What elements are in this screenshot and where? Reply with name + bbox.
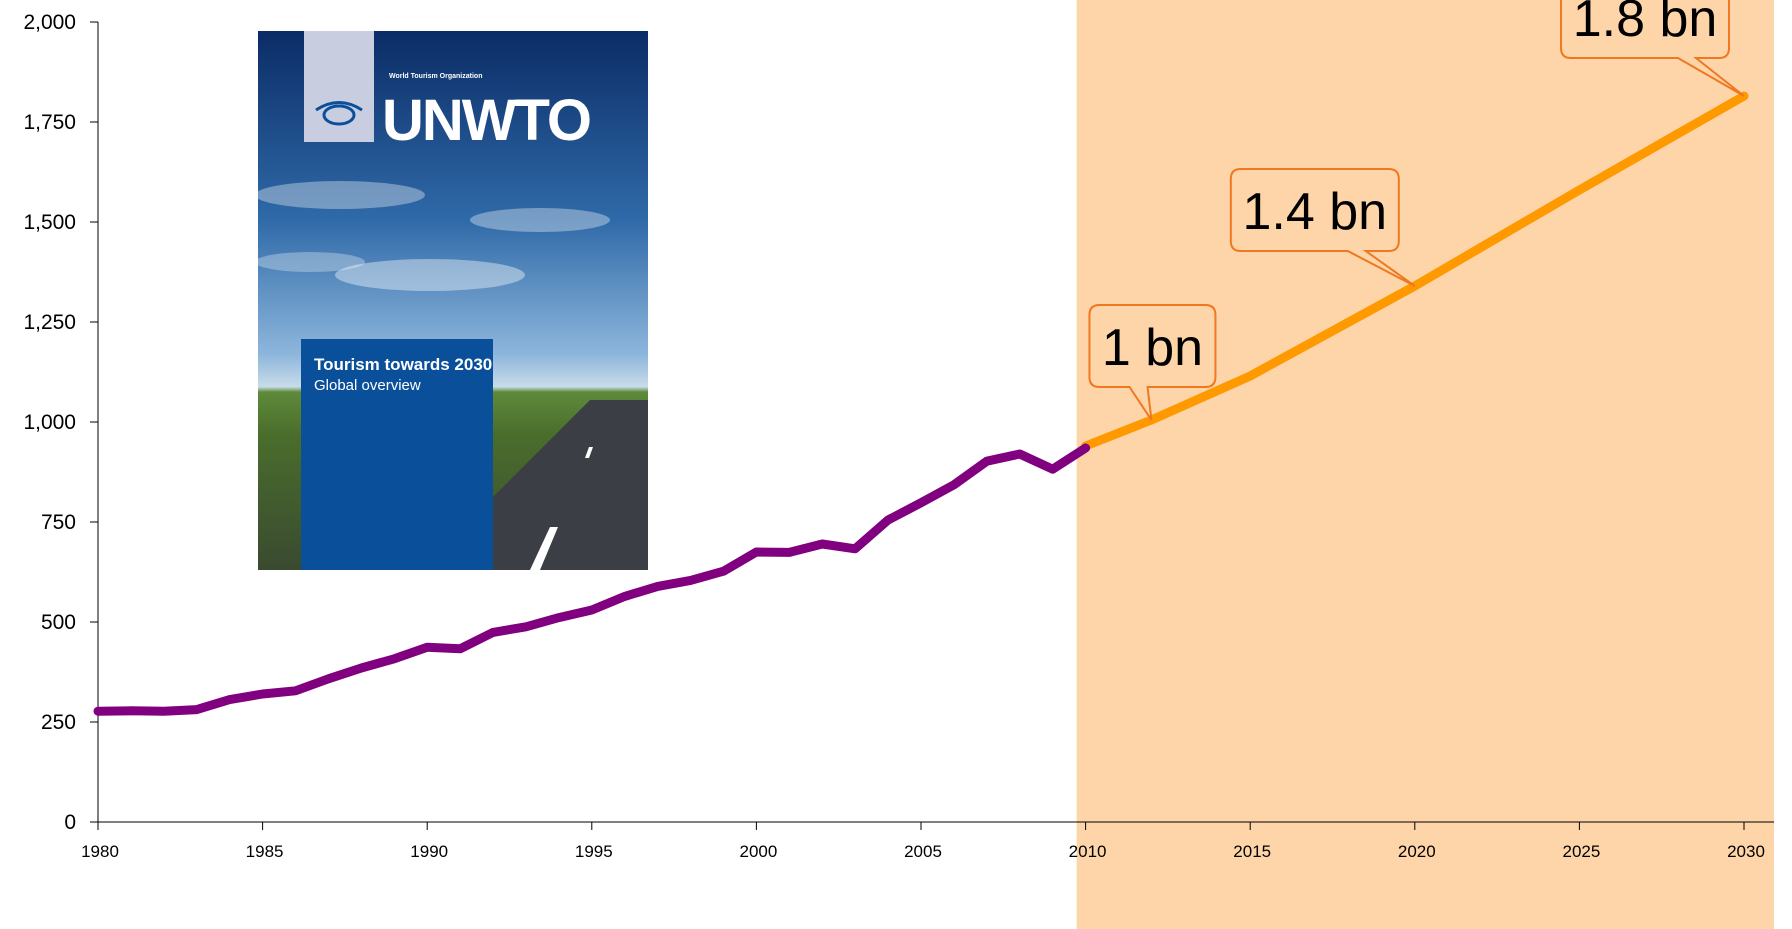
report-cover-image: World Tourism Organization UNWTO Tourism… — [255, 31, 648, 570]
x-tick-label: 2000 — [739, 842, 777, 861]
y-axis-ticks: 0 250 500 750 1,000 1,250 1,500 1,750 2,000 — [23, 11, 98, 834]
y-tick-label: 1,500 — [23, 211, 76, 234]
cover-cloud — [335, 259, 525, 291]
cover-subtitle: Global overview — [314, 377, 421, 394]
callout-bubble — [1560, 0, 1745, 97]
callout-bubble — [1088, 304, 1217, 421]
x-tick-label: 1995 — [575, 842, 613, 861]
x-tick-label: 1990 — [410, 842, 448, 861]
callout: 1.4 bn — [1229, 168, 1416, 287]
y-tick-label: 1,250 — [23, 311, 76, 334]
x-tick-label: 1985 — [246, 842, 284, 861]
x-tick-label: 2025 — [1562, 842, 1600, 861]
callout-bubble — [1229, 168, 1416, 287]
y-tick-label: 250 — [41, 711, 76, 734]
cover-org-name: World Tourism Organization — [389, 73, 482, 80]
x-tick-label: 2015 — [1233, 842, 1271, 861]
cover-cloud — [255, 181, 425, 209]
callout-label: 1.4 bn — [1243, 183, 1388, 241]
cover-road-line — [585, 447, 593, 458]
cover-title: Tourism towards 2030 — [314, 355, 492, 374]
x-tick-label: 1980 — [81, 842, 119, 861]
forecast-series-line — [1081, 91, 1749, 451]
x-tick-label: 2005 — [904, 842, 942, 861]
x-tick-label: 2010 — [1069, 842, 1107, 861]
cover-logo-text: UNWTO — [382, 88, 590, 153]
y-tick-label: 750 — [41, 511, 76, 534]
x-tick-label: 2030 — [1727, 842, 1765, 861]
y-tick-label: 2,000 — [23, 11, 76, 34]
forecast-region-band — [1076, 0, 1774, 929]
y-tick-label: 1,750 — [23, 111, 76, 134]
y-tick-label: 500 — [41, 611, 76, 634]
callout-label: 1 bn — [1102, 319, 1203, 377]
unwto-globe-icon — [315, 101, 363, 126]
y-tick-label: 0 — [64, 811, 76, 834]
cover-cloud — [255, 252, 365, 272]
y-tick-label: 1,000 — [23, 411, 76, 434]
callout: 1 bn — [1088, 304, 1217, 421]
historical-series-line — [93, 443, 1091, 716]
callout-label: 1.8 bn — [1573, 0, 1718, 48]
cover-road-line — [530, 527, 558, 570]
x-axis-ticks: 1980 1985 1990 1995 2000 2005 2010 2015 2020 2025… — [81, 822, 1765, 861]
cover-title-panel — [301, 339, 493, 570]
cover-cloud — [470, 208, 610, 232]
callout: 1.8 bn — [1560, 0, 1745, 97]
annotation-callouts: 1 bn 1.4 bn 1.8 bn — [1088, 0, 1745, 421]
x-tick-label: 2020 — [1398, 842, 1436, 861]
